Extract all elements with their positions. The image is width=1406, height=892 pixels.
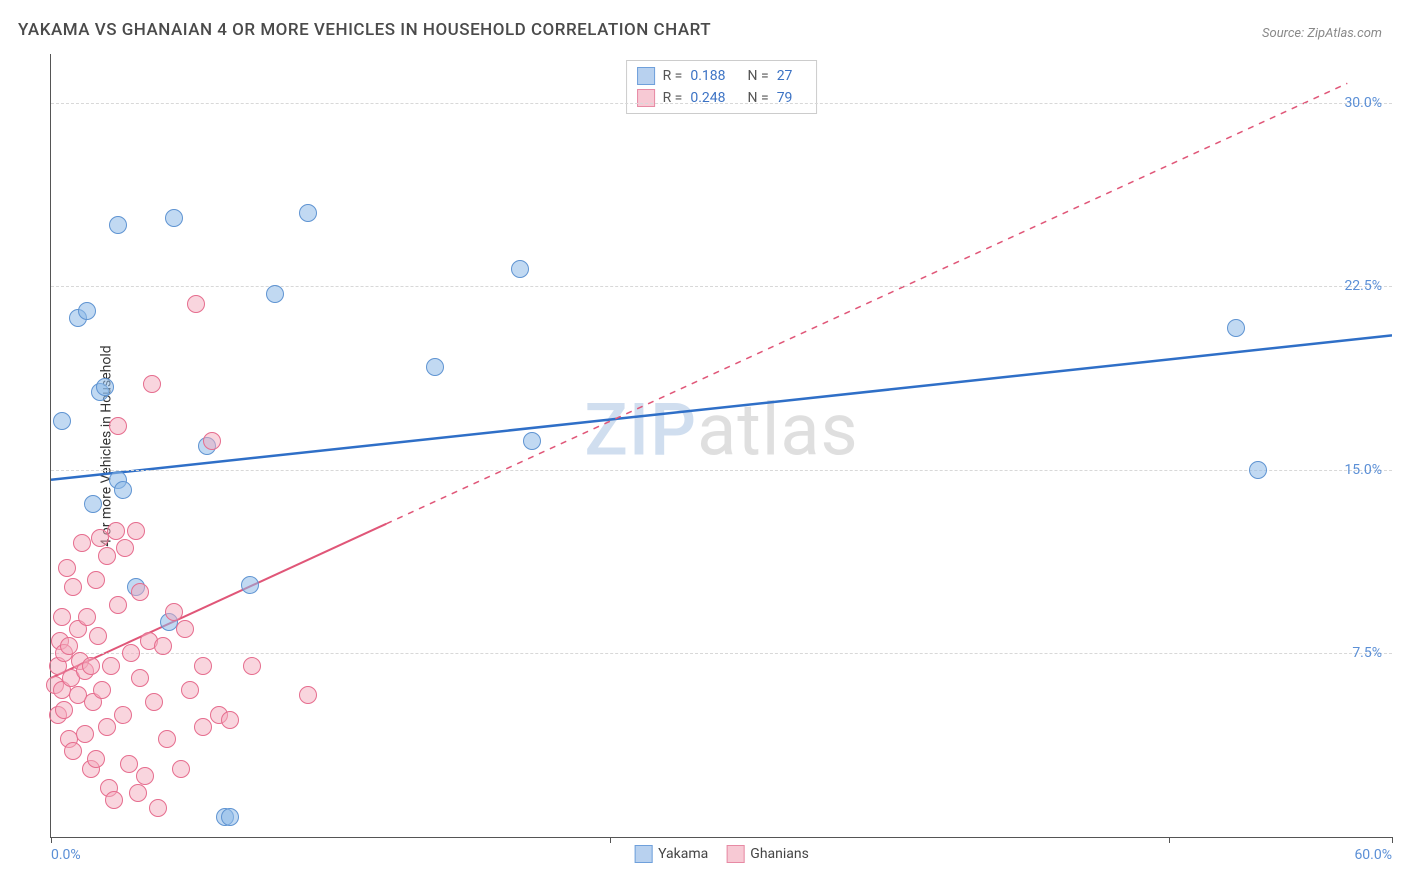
data-point [109, 417, 127, 435]
legend-series: Yakama Ghanians [634, 845, 809, 863]
plot-area: ZIPatlas R =0.188N =27R =0.248N =79 Yaka… [50, 54, 1392, 838]
y-tick-label: 22.5% [1344, 278, 1382, 294]
data-point [98, 547, 116, 565]
gridline-h [51, 653, 1392, 654]
x-tick-label: 60.0% [1354, 847, 1392, 863]
data-point [299, 686, 317, 704]
data-point [127, 522, 145, 540]
trend-lines [51, 54, 1392, 837]
data-point [96, 378, 114, 396]
r-value: 0.188 [690, 68, 725, 84]
watermark-zip: ZIP [584, 387, 697, 472]
legend-stats-row: R = 0.188 N = 27 [637, 65, 807, 87]
data-point [93, 681, 111, 699]
x-tick-label: 0.0% [51, 847, 81, 863]
data-point [299, 204, 317, 222]
n-label: N = [748, 68, 769, 84]
source-label: Source: ZipAtlas.com [1262, 26, 1382, 41]
legend-series-item: Yakama [634, 845, 708, 863]
y-tick-label: 7.5% [1352, 645, 1382, 661]
legend-series-item: Ghanians [726, 845, 809, 863]
data-point [78, 302, 96, 320]
data-point [122, 644, 140, 662]
legend-swatch [634, 845, 652, 863]
data-point [149, 799, 167, 817]
data-point [136, 767, 154, 785]
data-point [194, 657, 212, 675]
correlation-chart: YAKAMA VS GHANAIAN 4 OR MORE VEHICLES IN… [0, 0, 1406, 892]
data-point [98, 718, 116, 736]
x-tick [1392, 837, 1393, 843]
data-point [511, 260, 529, 278]
data-point [181, 681, 199, 699]
data-point [176, 620, 194, 638]
data-point [221, 711, 239, 729]
data-point [107, 522, 125, 540]
data-point [1227, 319, 1245, 337]
data-point [143, 375, 161, 393]
x-tick [1169, 837, 1170, 843]
data-point [109, 596, 127, 614]
data-point [55, 701, 73, 719]
legend-series-label: Ghanians [750, 846, 809, 862]
data-point [187, 295, 205, 313]
data-point [145, 693, 163, 711]
data-point [1249, 461, 1267, 479]
data-point [87, 571, 105, 589]
data-point [154, 637, 172, 655]
data-point [116, 539, 134, 557]
data-point [102, 657, 120, 675]
chart-title: YAKAMA VS GHANAIAN 4 OR MORE VEHICLES IN… [18, 20, 711, 40]
data-point [266, 285, 284, 303]
data-point [114, 481, 132, 499]
gridline-h [51, 286, 1392, 287]
y-tick-label: 15.0% [1344, 462, 1382, 478]
r-label: R = [663, 68, 683, 84]
data-point [165, 603, 183, 621]
data-point [114, 706, 132, 724]
data-point [64, 578, 82, 596]
data-point [241, 576, 259, 594]
x-tick [610, 837, 611, 843]
data-point [221, 808, 239, 826]
data-point [73, 534, 91, 552]
data-point [131, 583, 149, 601]
legend-stats: R = 0.188 N = 27 R =0.248N =79 [626, 60, 818, 114]
gridline-h [51, 103, 1392, 104]
legend-swatch [637, 67, 655, 85]
data-point [165, 209, 183, 227]
data-point [105, 791, 123, 809]
data-point [78, 608, 96, 626]
data-point [87, 750, 105, 768]
x-tick [51, 837, 52, 843]
data-point [109, 216, 127, 234]
data-point [158, 730, 176, 748]
data-point [426, 358, 444, 376]
n-value: 27 [777, 68, 793, 84]
data-point [120, 755, 138, 773]
legend-swatch [637, 89, 655, 107]
data-point [53, 412, 71, 430]
data-point [58, 559, 76, 577]
data-point [129, 784, 147, 802]
y-tick-label: 30.0% [1344, 95, 1382, 111]
data-point [53, 608, 71, 626]
data-point [523, 432, 541, 450]
data-point [243, 657, 261, 675]
data-point [203, 432, 221, 450]
data-point [84, 495, 102, 513]
legend-swatch [726, 845, 744, 863]
data-point [64, 742, 82, 760]
data-point [89, 627, 107, 645]
data-point [194, 718, 212, 736]
data-point [76, 725, 94, 743]
legend-stats-row: R =0.248N =79 [637, 87, 807, 109]
data-point [82, 657, 100, 675]
legend-series-label: Yakama [658, 846, 708, 862]
watermark: ZIPatlas [584, 387, 858, 472]
data-point [131, 669, 149, 687]
watermark-atlas: atlas [697, 387, 859, 472]
gridline-h [51, 470, 1392, 471]
data-point [172, 760, 190, 778]
